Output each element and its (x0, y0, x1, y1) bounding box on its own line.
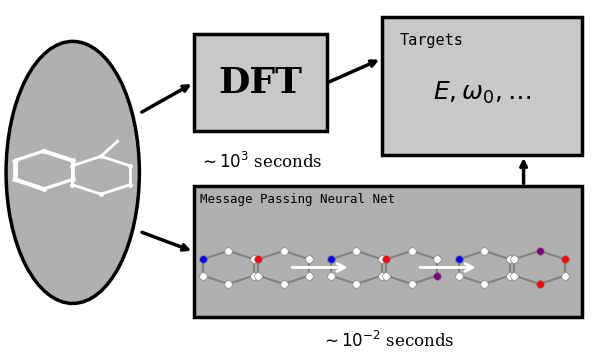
FancyBboxPatch shape (194, 186, 582, 317)
Text: $\sim 10^{-2}$ seconds: $\sim 10^{-2}$ seconds (321, 331, 454, 351)
FancyBboxPatch shape (382, 17, 582, 155)
FancyBboxPatch shape (194, 34, 327, 131)
Ellipse shape (6, 41, 139, 303)
Text: $E,\omega_0,\ldots$: $E,\omega_0,\ldots$ (433, 80, 531, 106)
Text: DFT: DFT (219, 66, 302, 100)
Text: Message Passing Neural Net: Message Passing Neural Net (200, 193, 395, 206)
Text: Targets: Targets (400, 33, 464, 48)
Text: $\sim 10^3$ seconds: $\sim 10^3$ seconds (199, 152, 322, 172)
